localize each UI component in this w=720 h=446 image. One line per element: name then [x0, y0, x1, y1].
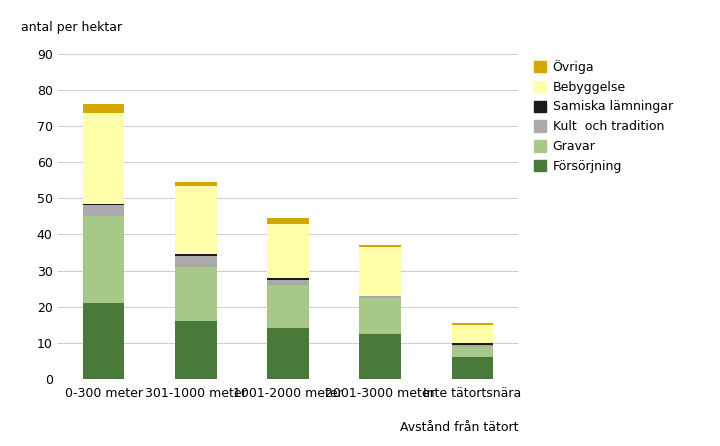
Bar [83, 303, 125, 379]
Bar [267, 278, 309, 280]
Bar [83, 113, 125, 204]
Bar [267, 223, 309, 278]
Bar [451, 347, 493, 357]
Legend: Övriga, Bebyggelse, Samiska lämningar, Kult  och tradition, Gravar, Försörjning: Övriga, Bebyggelse, Samiska lämningar, K… [534, 60, 672, 173]
Bar [83, 104, 125, 113]
Bar [451, 343, 493, 345]
Bar [451, 325, 493, 343]
Bar [359, 334, 401, 379]
Bar [359, 245, 401, 247]
Bar [83, 204, 125, 206]
Bar [359, 247, 401, 296]
Bar [175, 182, 217, 186]
Bar [267, 280, 309, 285]
Bar [359, 298, 401, 334]
Bar [175, 254, 217, 256]
Bar [451, 345, 493, 347]
Bar [267, 218, 309, 223]
Bar [175, 186, 217, 254]
Bar [451, 357, 493, 379]
Bar [83, 206, 125, 216]
Bar [175, 267, 217, 321]
Text: Avstånd från tätort: Avstånd från tätort [400, 421, 518, 434]
Bar [451, 323, 493, 325]
Bar [267, 328, 309, 379]
Bar [175, 321, 217, 379]
Bar [359, 296, 401, 298]
Bar [175, 256, 217, 267]
Bar [83, 216, 125, 303]
Text: antal per hektar: antal per hektar [21, 21, 122, 34]
Bar [267, 285, 309, 328]
